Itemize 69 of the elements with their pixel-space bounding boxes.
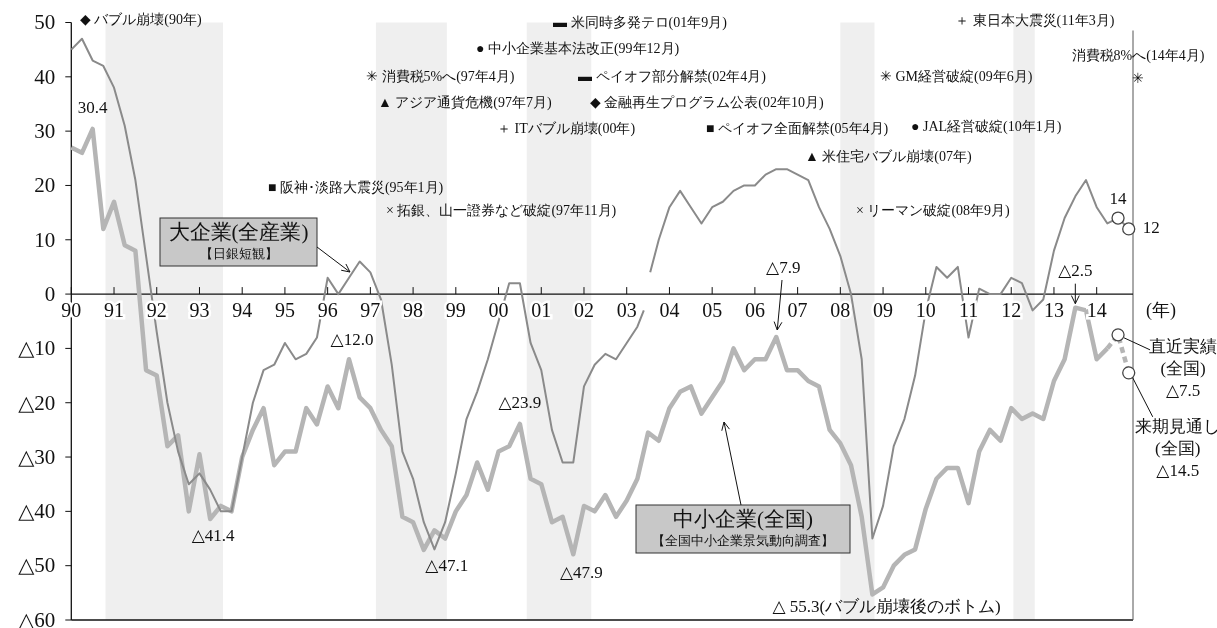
annotation: ◆ 金融再生プログラム公表(02年10月) (590, 95, 824, 112)
y-tick-label: △30 (18, 444, 56, 469)
x-tick-label: 94 (232, 298, 253, 321)
x-axis-title: (年) (1146, 300, 1176, 322)
annotation: × 拓銀、山一證券など破綻(97年11月) (386, 203, 617, 220)
annotation: △12.0 (330, 330, 374, 350)
annotation: ■ 阪神･淡路大震災(95年1月) (268, 180, 444, 197)
x-tick-label: 14 (1086, 298, 1107, 321)
annotation: △47.1 (425, 555, 469, 575)
x-tick-label: 02 (573, 298, 594, 321)
y-tick-label: △10 (18, 336, 56, 361)
x-tick-label: 92 (146, 298, 167, 321)
y-tick-label: 10 (34, 227, 56, 252)
x-tick-label: 91 (104, 298, 125, 321)
annotation: ＋ 東日本大震災(11年3月) (955, 13, 1115, 30)
x-tick-label: 12 (1001, 298, 1022, 321)
x-tick-label: 08 (830, 298, 851, 321)
annotation: 直近実績 (全国) △7.5 (1149, 336, 1217, 400)
annotation: ▲ 米住宅バブル崩壊(07年) (805, 149, 973, 166)
annotation: ● JAL経営破綻(10年1月) (911, 119, 1062, 136)
annotation: 14 (1109, 188, 1128, 208)
x-tick-label: 01 (531, 298, 552, 321)
y-tick-label: △20 (18, 390, 56, 415)
x-tick-label: 99 (445, 298, 466, 321)
annotation: ▬ 米同時多発テロ(01年9月) (553, 15, 728, 32)
x-tick-label: 07 (787, 298, 808, 321)
annotation: ✳ GM経営破綻(09年6月) (880, 69, 1033, 86)
y-tick-label: 50 (34, 10, 56, 35)
annotation: ■ ペイオフ全面解禁(05年4月) (706, 121, 889, 138)
annotation: 【日銀短観】 (199, 245, 278, 261)
annotation: ▬ ペイオフ部分解禁(02年4月) (578, 69, 767, 86)
annotation: 【全国中小企業景気動向調査】 (652, 532, 834, 548)
y-tick-label: △40 (18, 499, 56, 524)
y-tick-label: 20 (34, 173, 56, 198)
x-tick-label: 04 (659, 298, 680, 321)
x-tick-label: 96 (317, 298, 338, 321)
annotation: ＋ ITバブル崩壊(00年) (497, 121, 636, 138)
x-tick-label: 10 (915, 298, 936, 321)
annotation: △41.4 (191, 525, 236, 545)
x-tick-label: 11 (958, 298, 979, 321)
x-tick-label: 05 (702, 298, 723, 321)
annotation: △7.9 (766, 257, 801, 277)
x-tick-label: 93 (189, 298, 210, 321)
x-tick-label: 98 (403, 298, 424, 321)
annotation: × リーマン破綻(08年9月) (856, 203, 1011, 220)
x-tick-label: 95 (274, 298, 295, 321)
annotation: ▲ アジア通貨危機(97年7月) (378, 95, 553, 112)
annotation: △47.9 (559, 563, 603, 583)
annotation: △ 55.3(バブル崩壊後のボトム) (772, 597, 1001, 617)
x-tick-label: 97 (360, 298, 381, 321)
x-tick-label: 03 (616, 298, 637, 321)
annotation: △23.9 (498, 392, 542, 412)
annotation: ◆ バブル崩壊(90年) (80, 12, 202, 29)
x-tick-label: 13 (1043, 298, 1064, 321)
y-tick-label: 0 (44, 281, 56, 306)
x-tick-label: 00 (488, 298, 509, 321)
annotation: △2.5 (1058, 260, 1093, 280)
series-label: 大企業(全産業) (168, 219, 309, 244)
y-tick-label: △50 (18, 553, 56, 578)
annotation: ✳ 消費税5%へ(97年4月) (366, 69, 515, 86)
y-tick-label: 30 (34, 118, 56, 143)
annotation: 12 (1142, 217, 1160, 237)
y-tick-label: 40 (34, 64, 56, 89)
annotation: 来期見通し (全国) △14.5 (1135, 416, 1217, 480)
x-tick-label: 09 (873, 298, 894, 321)
annotation: 消費税8%へ(14年4月) ✳ (1071, 48, 1205, 87)
annotation: 30.4 (77, 97, 109, 117)
x-tick-label: 06 (744, 298, 765, 321)
annotation: ● 中小企業基本法改正(99年12月) (476, 41, 680, 58)
